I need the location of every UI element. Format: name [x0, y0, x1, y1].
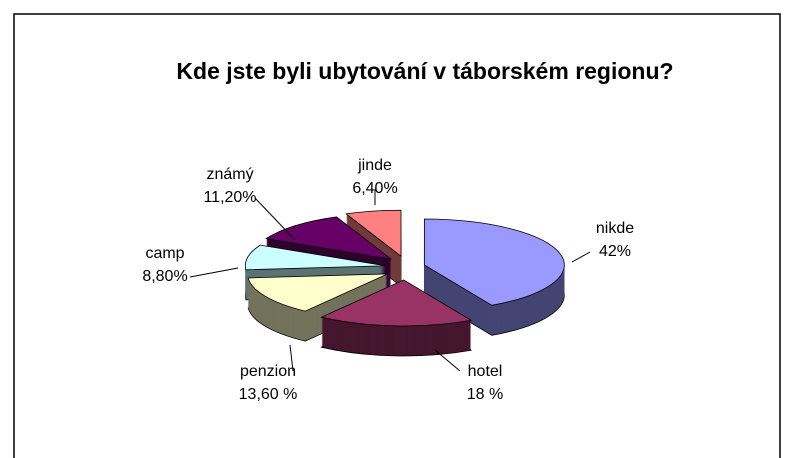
slice-value-label: 8,80% — [142, 268, 187, 285]
slice-value-label: 13,60 % — [239, 386, 298, 403]
slice — [345, 209, 402, 258]
slice-value-label: 18 % — [467, 386, 503, 403]
slice-label: hotel — [468, 363, 503, 380]
leader-line — [434, 349, 461, 372]
slice — [423, 218, 565, 306]
slice-value-label: 11,20% — [203, 189, 256, 206]
slice — [247, 273, 388, 312]
chart-title: Kde jste byli ubytování v táborském regi… — [176, 58, 673, 84]
slice-label: camp — [145, 245, 184, 262]
slice-label: nikde — [596, 220, 634, 237]
leader-line — [189, 267, 239, 278]
leader-line — [289, 344, 294, 372]
slice — [265, 216, 392, 260]
slice — [244, 244, 386, 271]
slice — [320, 279, 473, 327]
leader-line — [254, 197, 296, 241]
slice-value-label: 6,40% — [352, 180, 397, 197]
slice-label: jinde — [357, 157, 392, 174]
leader-line — [571, 251, 591, 263]
slice-value-label: 42% — [599, 243, 631, 260]
slice-label: penzion — [240, 363, 296, 380]
slice-label: známý — [206, 166, 253, 183]
